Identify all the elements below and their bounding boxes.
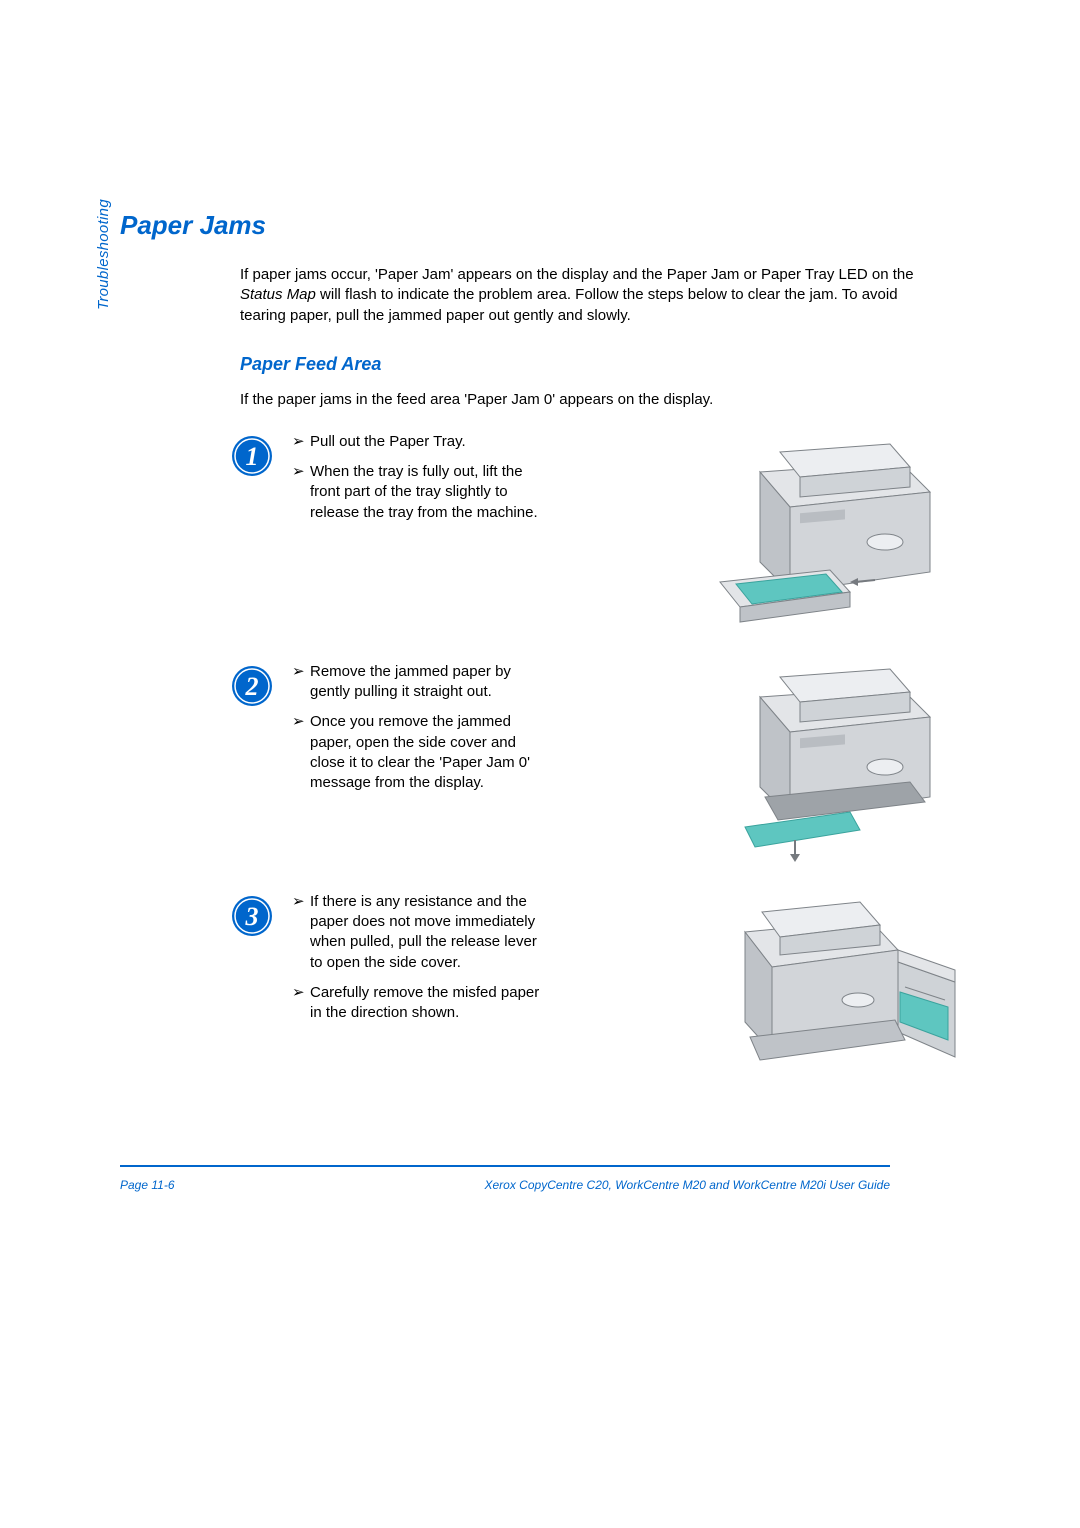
step-row: 2 ➢Remove the jammed paper by gently pul…: [230, 662, 960, 862]
intro-paragraph: If paper jams occur, 'Paper Jam' appears…: [240, 265, 940, 326]
bullet-text: Carefully remove the misfed paper in the…: [310, 983, 552, 1024]
printer-side-open-icon: [700, 892, 960, 1092]
subheading: Paper Feed Area: [240, 354, 960, 375]
step-illustration: [700, 892, 960, 1092]
bullet-text: Pull out the Paper Tray.: [310, 432, 466, 452]
bullet-text: Once you remove the jammed paper, open t…: [310, 712, 552, 793]
step-illustration: [700, 432, 960, 632]
svg-text:1: 1: [246, 442, 259, 471]
sidebar-section-label: Troubleshooting: [95, 199, 112, 310]
bullet-arrow-icon: ➢: [292, 892, 310, 973]
step-badge-1-icon: 1: [230, 434, 274, 478]
svg-text:2: 2: [245, 672, 259, 701]
step-text: ➢Pull out the Paper Tray. ➢When the tray…: [292, 432, 572, 533]
bullet-arrow-icon: ➢: [292, 662, 310, 703]
bullet-text: Remove the jammed paper by gently pullin…: [310, 662, 552, 703]
printer-tray-out-icon: [700, 432, 960, 632]
section-title: Paper Jams: [120, 210, 960, 241]
footer-guide-title: Xerox CopyCentre C20, WorkCentre M20 and…: [485, 1178, 891, 1192]
page-content: Paper Jams If paper jams occur, 'Paper J…: [120, 210, 960, 1092]
step-text: ➢Remove the jammed paper by gently pulli…: [292, 662, 572, 804]
step-text: ➢If there is any resistance and the pape…: [292, 892, 572, 1034]
step-row: 3 ➢If there is any resistance and the pa…: [230, 892, 960, 1092]
step-illustration: [700, 662, 960, 862]
bullet-arrow-icon: ➢: [292, 983, 310, 1024]
sub-intro: If the paper jams in the feed area 'Pape…: [240, 389, 940, 410]
step-badge-3-icon: 3: [230, 894, 274, 938]
bullet-arrow-icon: ➢: [292, 462, 310, 523]
step-badge-2-icon: 2: [230, 664, 274, 708]
bullet-arrow-icon: ➢: [292, 712, 310, 793]
bullet-arrow-icon: ➢: [292, 432, 310, 452]
bullet-text: If there is any resistance and the paper…: [310, 892, 552, 973]
footer-page-number: Page 11-6: [120, 1178, 175, 1192]
footer-rule: [120, 1165, 890, 1167]
svg-text:3: 3: [245, 902, 259, 931]
bullet-text: When the tray is fully out, lift the fro…: [310, 462, 552, 523]
printer-paper-below-icon: [700, 662, 960, 862]
step-row: 1 ➢Pull out the Paper Tray. ➢When the tr…: [230, 432, 960, 632]
